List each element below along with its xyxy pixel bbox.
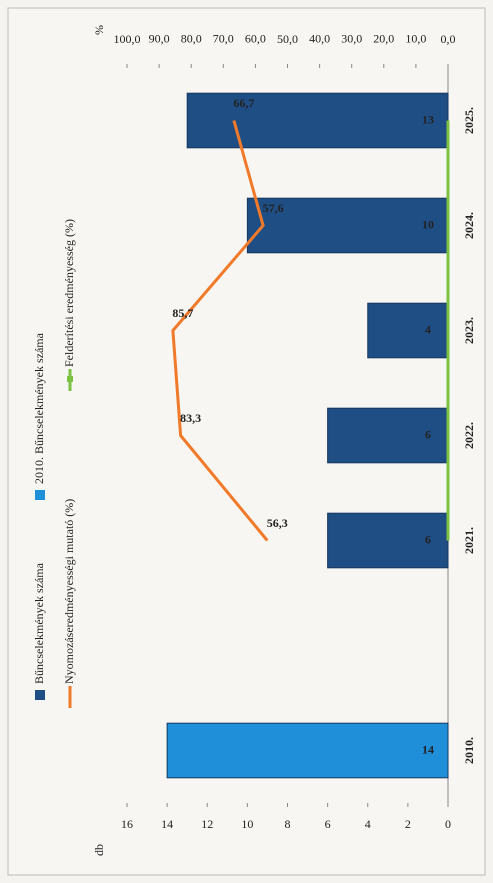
x-tick-label: 2024. (462, 212, 476, 239)
legend-swatch (35, 490, 45, 500)
y-tick-label: 8 (285, 817, 291, 831)
bar-label: 4 (425, 322, 431, 336)
y-tick-label: 14 (161, 817, 173, 831)
line (171, 120, 269, 542)
line-label: 83,3 (180, 411, 201, 425)
y2-tick-label: 0,0 (441, 32, 456, 46)
x-tick-label: 2025. (462, 107, 476, 134)
y2-tick-label: 40,0 (309, 32, 330, 46)
x-tick-label: 2021. (462, 527, 476, 554)
x-tick-label: 2023. (462, 317, 476, 344)
y-tick-label: 16 (121, 817, 133, 831)
y-tick-label: 4 (365, 817, 371, 831)
legend-marker (67, 376, 73, 382)
line-label: 56,3 (267, 516, 288, 530)
y2-tick-label: 80,0 (181, 32, 202, 46)
legend-label: 2010. Bűncselekmények száma (32, 332, 46, 484)
bar (186, 92, 449, 149)
x-tick-label: 2010. (462, 737, 476, 764)
y2-tick-label: 100,0 (114, 32, 141, 46)
line-label: 66,7 (233, 96, 254, 110)
y2-axis-title: % (92, 25, 106, 35)
y-tick-label: 0 (445, 817, 451, 831)
bar-label: 13 (422, 112, 434, 126)
y2-tick-label: 90,0 (149, 32, 170, 46)
bar-label: 6 (425, 532, 431, 546)
y2-tick-label: 60,0 (245, 32, 266, 46)
y2-tick-label: 20,0 (373, 32, 394, 46)
bar-label: 6 (425, 427, 431, 441)
y-axis-title: db (92, 844, 106, 856)
bar-label: 14 (422, 742, 434, 756)
y2-tick-label: 50,0 (277, 32, 298, 46)
line-label: 57,6 (263, 201, 284, 215)
legend-label: Felderítési eredményesség (%) (62, 219, 76, 367)
y-tick-label: 2 (405, 817, 411, 831)
line-label: 85,7 (172, 306, 193, 320)
bar (166, 722, 449, 779)
y-tick-label: 10 (241, 817, 253, 831)
y2-tick-label: 10,0 (405, 32, 426, 46)
x-tick-label: 2022. (462, 422, 476, 449)
y-tick-label: 12 (201, 817, 213, 831)
legend-swatch (35, 690, 45, 700)
y2-tick-label: 30,0 (341, 32, 362, 46)
y2-tick-label: 70,0 (213, 32, 234, 46)
y-tick-label: 6 (325, 817, 331, 831)
legend-label: Bűncselekmények száma (32, 562, 46, 684)
legend-label: Nyomozáseredményességi mutató (%) (62, 499, 76, 684)
bar-label: 10 (422, 217, 434, 231)
bar (367, 302, 449, 359)
